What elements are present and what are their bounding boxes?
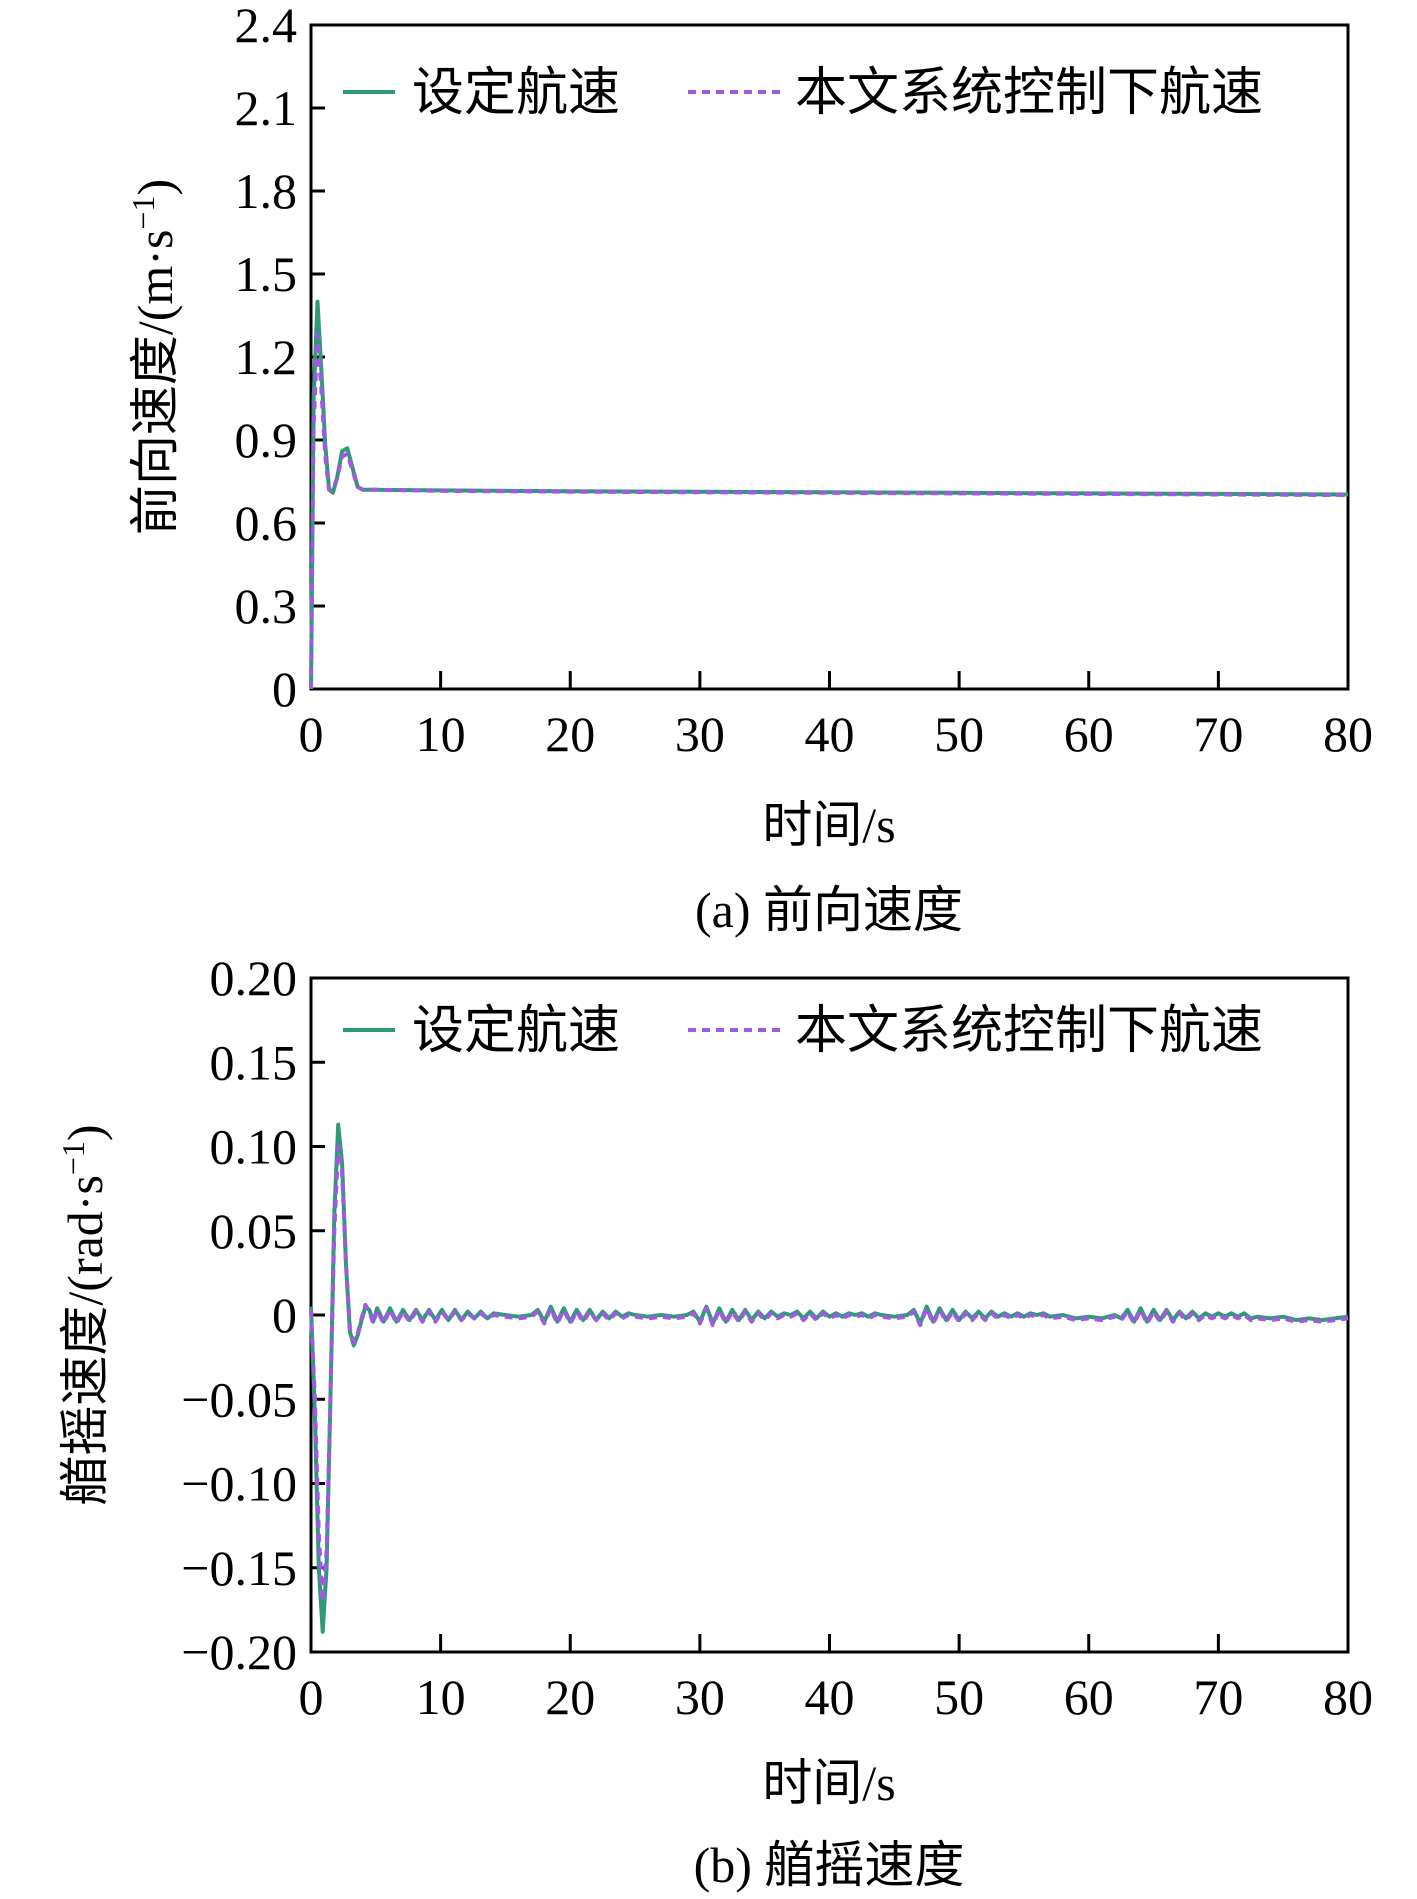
plot-frame bbox=[309, 23, 1350, 691]
x-tick-label: 70 bbox=[1193, 706, 1243, 762]
series-lines bbox=[309, 299, 1349, 690]
y-axis-ticks: 0 0.3 0.6 0.9 1.2 1.5 1.8 2.1 2.4 bbox=[235, 0, 325, 717]
legend: 设定航速 本文系统控制下航速 bbox=[343, 1003, 1263, 1060]
y-tick-label: 0 bbox=[272, 661, 297, 717]
x-axis-label: 时间/s bbox=[762, 797, 895, 853]
legend-label-ctrl: 本文系统控制下航速 bbox=[795, 1003, 1263, 1060]
chart-panel-b: −0.20 −0.15 −0.10 −0.05 0 0.05 0.10 0.15 0.20 0 1… bbox=[55, 950, 1373, 1893]
y-tick-label: −0.15 bbox=[181, 1540, 297, 1596]
y-axis-ticks: −0.20 −0.15 −0.10 −0.05 0 0.05 0.10 0.15 0.20 bbox=[181, 950, 325, 1680]
x-axis-ticks: 0 10 20 30 40 50 60 70 80 bbox=[299, 671, 1373, 762]
y-tick-label: 0.9 bbox=[235, 412, 298, 468]
y-tick-label: 0.10 bbox=[210, 1119, 298, 1175]
chart-caption: (b) 艏摇速度 bbox=[694, 1837, 965, 1893]
legend-label-set: 设定航速 bbox=[412, 1003, 620, 1060]
chart-panel-a: 0 0.3 0.6 0.9 1.2 1.5 1.8 2.1 2.4 0 10 20 30 40 50 60 7… bbox=[125, 0, 1373, 938]
x-tick-label: 30 bbox=[675, 706, 725, 762]
y-tick-label: 0.15 bbox=[210, 1034, 298, 1090]
y-tick-label: 0.3 bbox=[235, 578, 298, 634]
legend-label-set: 设定航速 bbox=[412, 65, 620, 122]
y-tick-label: 1.8 bbox=[235, 163, 298, 219]
y-tick-label: 1.2 bbox=[235, 329, 298, 385]
series-lines bbox=[309, 1122, 1349, 1634]
y-tick-label: −0.10 bbox=[181, 1456, 297, 1512]
series-line-set bbox=[309, 1122, 1349, 1634]
legend-label-ctrl: 本文系统控制下航速 bbox=[795, 65, 1263, 122]
x-tick-label: 40 bbox=[805, 1669, 855, 1725]
series-line-ctrl bbox=[309, 1144, 1349, 1604]
x-tick-label: 10 bbox=[416, 1669, 466, 1725]
y-tick-label: 2.4 bbox=[235, 0, 298, 53]
x-tick-label: 20 bbox=[545, 1669, 595, 1725]
y-tick-label: 0 bbox=[272, 1287, 297, 1343]
x-tick-label: 50 bbox=[934, 1669, 984, 1725]
x-tick-label: 10 bbox=[416, 706, 466, 762]
series-line-set bbox=[309, 299, 1349, 690]
y-tick-label: 1.5 bbox=[235, 246, 298, 302]
y-tick-label: −0.20 bbox=[181, 1624, 297, 1680]
x-tick-label: 60 bbox=[1064, 1669, 1114, 1725]
y-tick-label: 0.20 bbox=[210, 950, 298, 1006]
y-tick-label: −0.05 bbox=[181, 1371, 297, 1427]
x-tick-label: 80 bbox=[1323, 706, 1373, 762]
y-axis-label: 前向速度/(m·s−1) bbox=[125, 179, 183, 535]
y-tick-label: 2.1 bbox=[235, 80, 298, 136]
x-axis-ticks: 0 10 20 30 40 50 60 70 80 bbox=[299, 1634, 1373, 1725]
x-tick-label: 50 bbox=[934, 706, 984, 762]
y-axis-label: 艏摇速度/(rad·s−1) bbox=[55, 1124, 113, 1505]
x-tick-label: 0 bbox=[299, 706, 324, 762]
x-tick-label: 20 bbox=[545, 706, 595, 762]
y-tick-label: 0.6 bbox=[235, 495, 298, 551]
chart-caption: (a) 前向速度 bbox=[695, 882, 963, 938]
y-tick-label: 0.05 bbox=[210, 1203, 298, 1259]
x-tick-label: 0 bbox=[299, 1669, 324, 1725]
x-tick-label: 30 bbox=[675, 1669, 725, 1725]
series-line-ctrl bbox=[309, 332, 1349, 690]
x-tick-label: 60 bbox=[1064, 706, 1114, 762]
x-tick-label: 70 bbox=[1193, 1669, 1243, 1725]
x-tick-label: 40 bbox=[805, 706, 855, 762]
legend: 设定航速 本文系统控制下航速 bbox=[343, 65, 1263, 122]
x-tick-label: 80 bbox=[1323, 1669, 1373, 1725]
x-axis-label: 时间/s bbox=[762, 1755, 895, 1811]
